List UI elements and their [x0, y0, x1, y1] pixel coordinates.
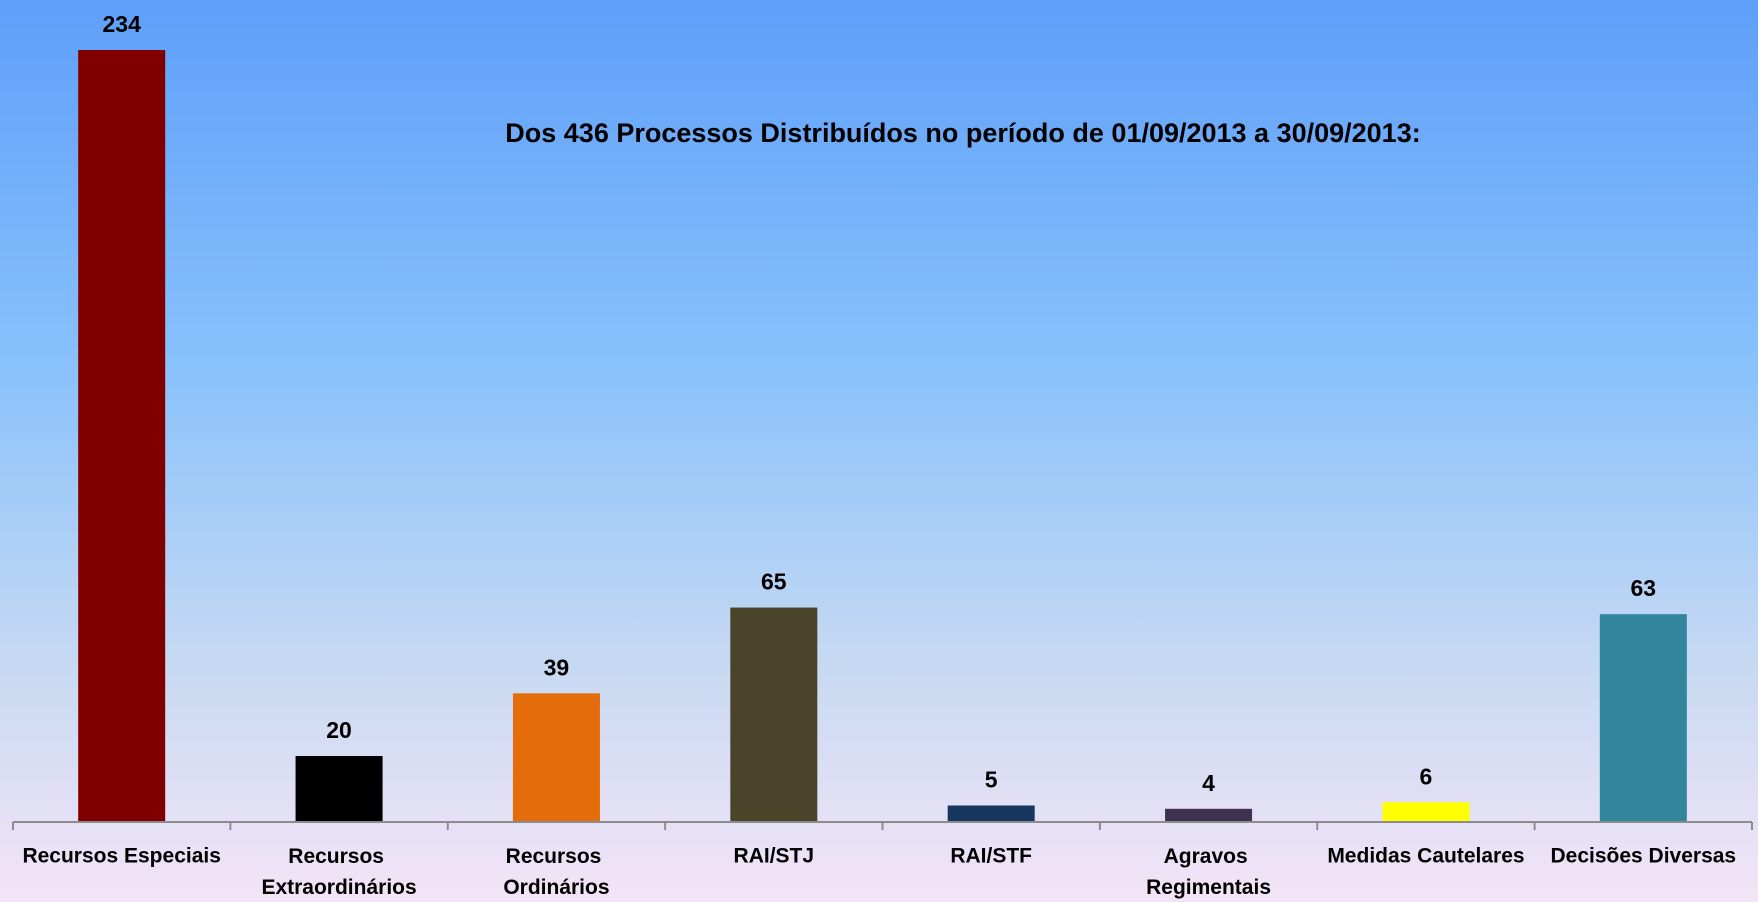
value-label: 4	[1202, 770, 1215, 796]
x-tick-label: Recursos Extraordinários	[261, 845, 416, 899]
value-label: 234	[103, 11, 142, 37]
value-label: 39	[544, 654, 570, 680]
value-label: 6	[1420, 763, 1433, 789]
bar	[947, 805, 1035, 822]
bar	[1599, 614, 1687, 822]
x-tick-label: Recursos Especiais	[22, 845, 220, 868]
bar	[730, 607, 818, 822]
x-tick-label: Medidas Cautelares	[1327, 845, 1524, 868]
value-label: 5	[985, 767, 998, 793]
x-tick-label: Recursos Ordinários	[503, 845, 609, 899]
bar	[1382, 802, 1470, 822]
value-label: 63	[1631, 575, 1657, 601]
value-label: 65	[761, 569, 787, 595]
bar	[512, 693, 600, 822]
x-tick-label: Decisões Diversas	[1550, 845, 1736, 868]
bar	[78, 50, 166, 822]
value-label: 20	[326, 717, 352, 743]
x-tick-label: RAI/STJ	[734, 845, 815, 868]
bar	[1165, 808, 1253, 822]
x-tick-label: Agravos Regimentais	[1146, 845, 1271, 899]
x-tick-label: RAI/STF	[950, 845, 1032, 868]
chart-title: Dos 436 Processos Distribuídos no períod…	[505, 118, 1420, 148]
bar	[295, 756, 383, 822]
